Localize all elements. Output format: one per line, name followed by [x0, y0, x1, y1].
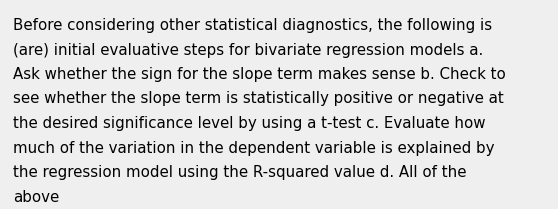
Text: see whether the slope term is statistically positive or negative at: see whether the slope term is statistica…: [13, 92, 504, 107]
Text: above: above: [13, 190, 59, 204]
Text: much of the variation in the dependent variable is explained by: much of the variation in the dependent v…: [13, 140, 494, 155]
Text: the regression model using the R-squared value d. All of the: the regression model using the R-squared…: [13, 165, 466, 180]
Text: Before considering other statistical diagnostics, the following is: Before considering other statistical dia…: [13, 18, 492, 33]
Text: (are) initial evaluative steps for bivariate regression models a.: (are) initial evaluative steps for bivar…: [13, 42, 483, 57]
Text: Ask whether the sign for the slope term makes sense b. Check to: Ask whether the sign for the slope term …: [13, 67, 506, 82]
Text: the desired significance level by using a t-test c. Evaluate how: the desired significance level by using …: [13, 116, 485, 131]
